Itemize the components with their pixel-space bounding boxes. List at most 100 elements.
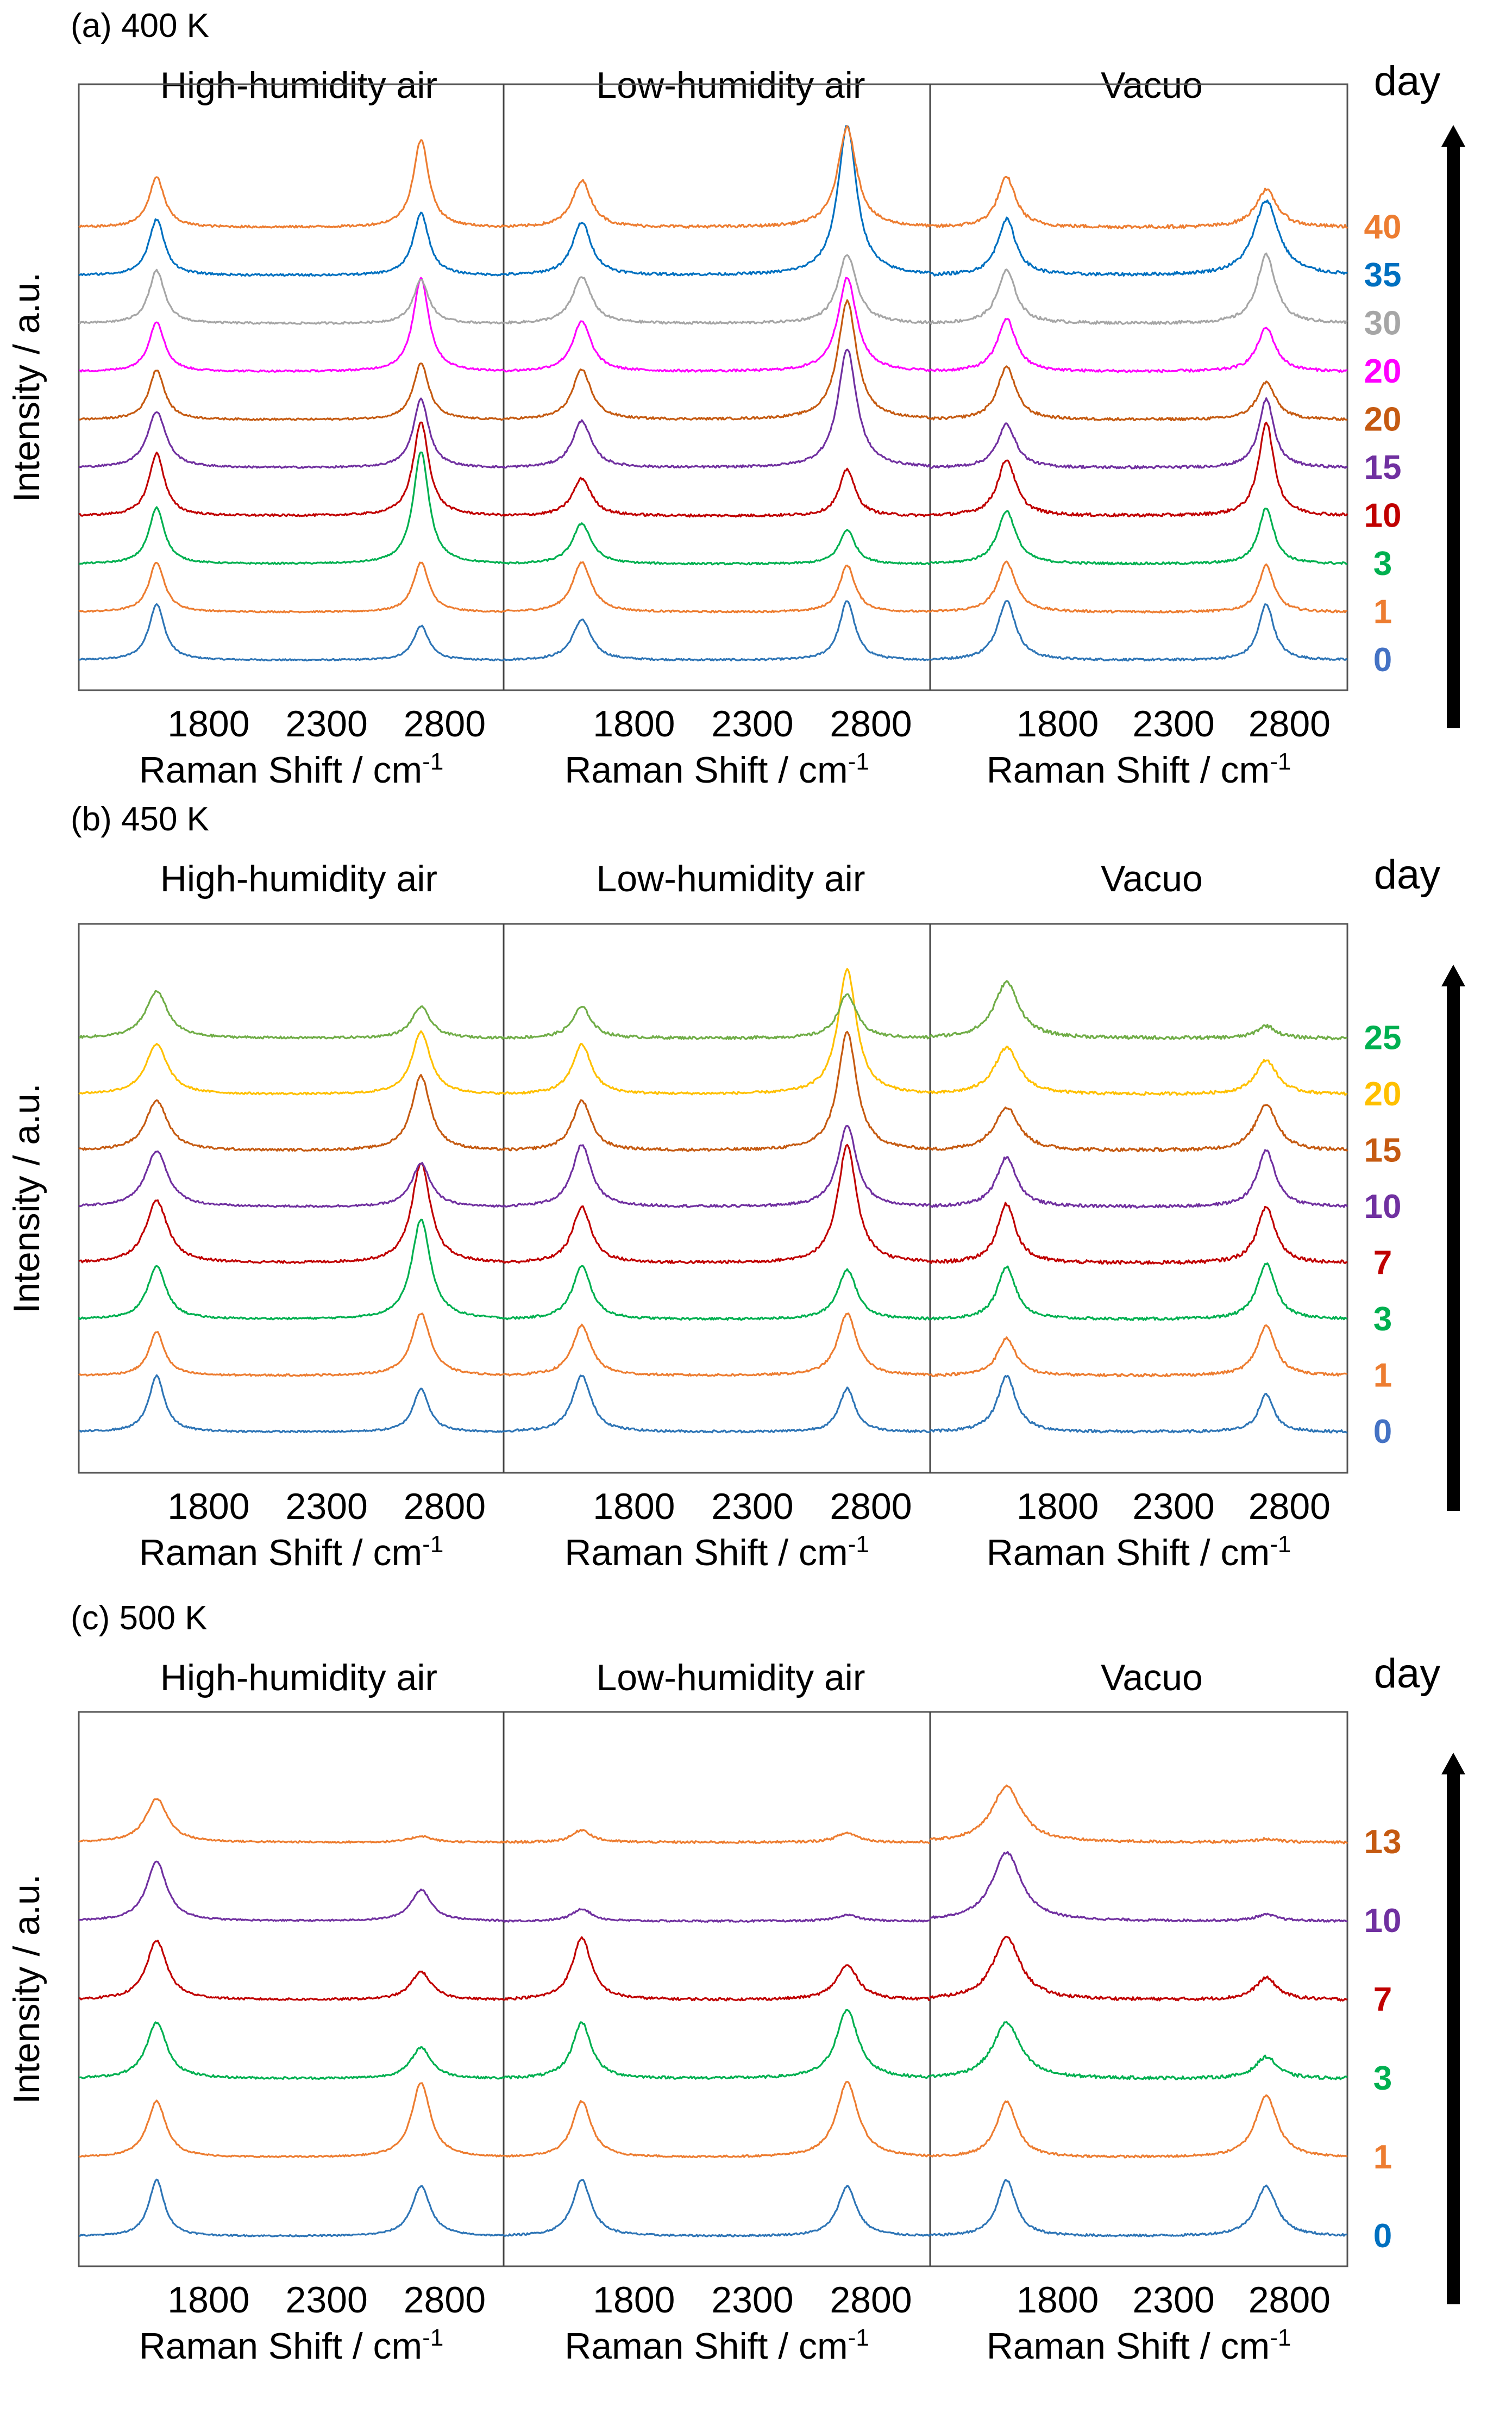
day-value-label: 25: [1364, 1020, 1402, 1057]
day-value-label: 20: [1364, 401, 1402, 439]
time-arrow-shaft: [1447, 981, 1460, 1511]
trace-day-10-cond-0: [78, 421, 504, 517]
x-tick-label: 2800: [830, 703, 912, 745]
trace-day-0-cond-0: [78, 2178, 504, 2237]
x-tick-label: 2800: [404, 1486, 486, 1527]
series-day-1: 1: [78, 1312, 1392, 1395]
day-value-label: 15: [1364, 1132, 1402, 1170]
trace-day-0-cond-1: [503, 600, 931, 662]
time-arrow-head: [1441, 125, 1465, 147]
trace-day-1-cond-2: [930, 1324, 1348, 1378]
condition-title-0: High-humidity air: [160, 858, 437, 899]
trace-day-10-cond-1: [503, 467, 931, 518]
trace-day-20-cond-2: [929, 318, 1348, 373]
x-axis-label: Raman Shift / cm-1: [987, 1531, 1291, 1574]
day-value-label: 10: [1364, 497, 1402, 535]
x-axis-label: Raman Shift / cm-1: [564, 748, 869, 791]
panel-title: (b) 450 K: [71, 801, 209, 838]
trace-day-0-cond-2: [930, 2179, 1348, 2237]
trace-day-40-cond-2: [929, 176, 1348, 229]
x-tick-label: 1800: [593, 703, 675, 745]
x-tick-label: 2300: [286, 2279, 368, 2321]
trace-day-7-cond-2: [929, 1935, 1348, 2002]
day-value-label: 40: [1364, 209, 1402, 246]
x-axis-label: Raman Shift / cm-1: [564, 1531, 869, 1574]
condition-title-1: Low-humidity air: [596, 65, 865, 106]
trace-day-3-cond-2: [930, 2021, 1348, 2080]
trace-day-7-cond-0: [78, 1162, 504, 1264]
x-tick-label: 1800: [593, 1486, 675, 1527]
trace-day-20-cond-2: [930, 1046, 1348, 1096]
x-axis-label: Raman Shift / cm-1: [139, 2324, 444, 2367]
condition-title-1: Low-humidity air: [596, 858, 865, 899]
trace-day-15-cond-1: [503, 348, 931, 469]
x-tick-label: 1800: [1017, 1486, 1099, 1527]
trace-day-3-cond-2: [930, 508, 1348, 566]
series-day-3: 3: [78, 1218, 1392, 1338]
panel-title: (a) 400 K: [71, 7, 209, 45]
x-tick-label: 2300: [711, 1486, 793, 1527]
trace-day-3-cond-0: [78, 451, 504, 565]
trace-day-1-cond-2: [929, 560, 1348, 614]
trace-day-0-cond-0: [78, 1374, 504, 1434]
series-day-10: 10: [78, 1124, 1402, 1226]
trace-day-3-cond-1: [503, 1265, 931, 1321]
x-axis-label: Raman Shift / cm-1: [139, 748, 444, 791]
trace-day-3-cond-2: [930, 1262, 1348, 1321]
day-label: day: [1374, 58, 1441, 104]
x-tick-label: 1800: [167, 2279, 249, 2321]
x-tick-label: 1800: [167, 703, 249, 745]
x-tick-label: 2800: [404, 703, 486, 745]
x-tick-label: 2800: [1249, 1486, 1331, 1527]
x-tick-label: 2300: [711, 2279, 793, 2321]
trace-day-0-cond-1: [503, 2179, 931, 2237]
day-value-label: 3: [1373, 545, 1392, 583]
day-value-label: 10: [1364, 1902, 1402, 1940]
condition-title-1: Low-humidity air: [596, 1657, 865, 1698]
series-day-10: 10: [78, 421, 1402, 535]
trace-day-0-cond-2: [930, 600, 1348, 662]
trace-day-30-cond-2: [929, 252, 1348, 325]
trace-day-7-cond-2: [929, 1202, 1348, 1265]
x-tick-label: 1800: [167, 1486, 249, 1527]
trace-day-13-cond-2: [929, 1784, 1348, 1845]
day-value-label: 0: [1373, 1413, 1392, 1451]
day-value-label: 1: [1373, 593, 1392, 631]
time-arrow-head: [1441, 1753, 1465, 1774]
time-arrow-shaft: [1447, 1769, 1460, 2304]
x-tick-label: 2800: [404, 2279, 486, 2321]
trace-day-35-cond-1: [503, 125, 931, 277]
x-axis-label: Raman Shift / cm-1: [564, 2324, 869, 2367]
x-tick-label: 1800: [1017, 703, 1099, 745]
series-day-1: 1: [78, 560, 1392, 631]
series-day-7: 7: [78, 1143, 1392, 1282]
trace-day-0-cond-1: [503, 1374, 931, 1434]
trace-day-7-cond-1: [503, 1143, 931, 1265]
trace-day-10-cond-2: [930, 421, 1348, 518]
trace-day-20-cond-0: [78, 277, 505, 373]
condition-title-2: Vacuo: [1101, 1657, 1203, 1698]
trace-day-25-cond-0: [78, 990, 505, 1040]
day-value-label: 1: [1373, 1357, 1392, 1395]
panel-3: (c) 500 K High-humidity air Low-humidity a…: [6, 1599, 1465, 2367]
trace-day-0-cond-2: [929, 1374, 1348, 1434]
trace-day-10-cond-0: [78, 1150, 504, 1208]
panel-2: (b) 450 K High-humidity air Low-humidity a…: [6, 801, 1465, 1573]
series-day-3: 3: [78, 451, 1392, 583]
trace-day-3-cond-1: [503, 2009, 931, 2080]
trace-day-13-cond-0: [78, 1798, 505, 1844]
series-day-20: 20: [78, 968, 1401, 1113]
trace-day-1-cond-1: [503, 1312, 931, 1377]
trace-day-3-cond-0: [78, 2021, 504, 2080]
day-value-label: 7: [1373, 1245, 1392, 1282]
series-day-35: 35: [78, 125, 1401, 294]
series-day-13: 13: [78, 1784, 1402, 1861]
day-value-label: 0: [1373, 641, 1392, 679]
day-value-label: 13: [1364, 1823, 1402, 1861]
day-value-label: 1: [1373, 2139, 1392, 2176]
trace-day-10-cond-1: [503, 1908, 931, 1923]
panel-title: (c) 500 K: [71, 1599, 208, 1637]
series-day-20: 20: [78, 299, 1402, 439]
day-value-label: 10: [1364, 1188, 1402, 1226]
x-tick-label: 1800: [1017, 2279, 1099, 2321]
